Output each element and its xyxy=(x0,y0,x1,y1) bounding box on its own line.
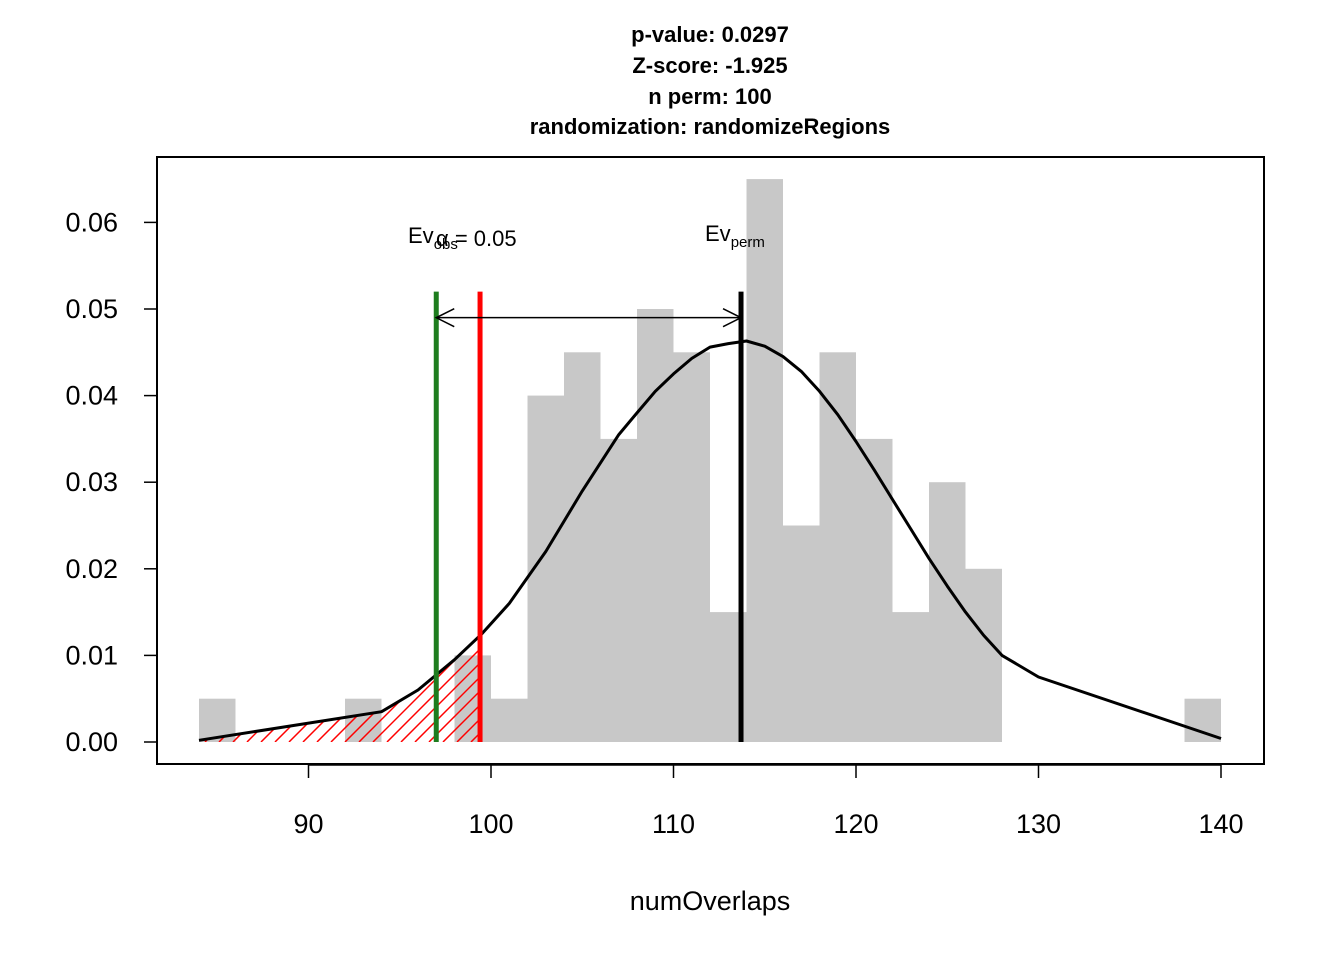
x-axis: 90 100 110 120 130 140 xyxy=(293,764,1244,839)
x-tick-label: 120 xyxy=(833,809,878,839)
title-line-2: Z-score: -1.925 xyxy=(632,53,787,78)
ev-perm-label: Evperm xyxy=(705,221,765,251)
histogram-bar xyxy=(892,612,929,742)
y-tick-label: 0.04 xyxy=(65,381,118,411)
histogram-bar xyxy=(637,309,674,742)
x-axis-label: numOverlaps xyxy=(630,886,791,916)
reference-lines xyxy=(433,291,744,742)
hatch-line xyxy=(428,635,481,742)
alpha-label: α = 0.05 xyxy=(436,226,517,251)
histogram-bar xyxy=(965,568,1002,742)
y-tick-label: 0.06 xyxy=(65,207,118,237)
y-tick-label: 0.03 xyxy=(65,467,118,497)
hatch-line xyxy=(400,635,481,742)
x-tick-label: 130 xyxy=(1016,809,1061,839)
hatch-line xyxy=(199,635,298,742)
title-line-4: randomization: randomizeRegions xyxy=(530,114,891,139)
histogram-bar xyxy=(746,179,783,743)
histogram-bar xyxy=(1184,698,1221,742)
hatch-line xyxy=(456,635,481,742)
normal-density-curve-layer xyxy=(198,339,1222,742)
hatch-line xyxy=(199,635,256,742)
x-tick-label: 140 xyxy=(1198,809,1243,839)
ev-obs-label: Evobs xyxy=(408,223,458,253)
histogram-bars xyxy=(199,179,1221,743)
x-tick-label: 90 xyxy=(293,809,323,839)
histogram-bar xyxy=(929,482,966,742)
chart-title: p-value: 0.0297 Z-score: -1.925 n perm: … xyxy=(530,22,891,139)
hatch-line xyxy=(442,635,481,742)
x-tick-label: 100 xyxy=(468,809,513,839)
histogram-bar xyxy=(783,525,820,742)
line-annotations: Evobs α = 0.05 Evperm xyxy=(408,221,765,253)
title-line-1: p-value: 0.0297 xyxy=(631,22,789,47)
arrowhead-right xyxy=(722,307,743,328)
y-tick-label: 0.00 xyxy=(65,727,118,757)
normal-density-curve xyxy=(198,339,1222,742)
histogram-bar xyxy=(673,352,710,742)
hatch-line xyxy=(386,635,481,742)
histogram-bar xyxy=(491,698,528,742)
histogram-bar xyxy=(856,438,893,742)
histogram-bar xyxy=(564,352,601,742)
arrowhead-left xyxy=(434,307,455,328)
histogram-bar xyxy=(345,698,382,742)
title-line-3: n perm: 100 xyxy=(648,84,772,109)
y-axis: 0.00 0.01 0.02 0.03 0.04 0.05 0.06 xyxy=(65,207,158,757)
x-tick-label: 110 xyxy=(652,809,695,839)
y-tick-label: 0.02 xyxy=(65,554,118,584)
y-tick-label: 0.05 xyxy=(65,294,118,324)
histogram-bar xyxy=(819,352,856,742)
y-tick-label: 0.01 xyxy=(65,640,118,670)
histogram-bar xyxy=(600,438,637,742)
